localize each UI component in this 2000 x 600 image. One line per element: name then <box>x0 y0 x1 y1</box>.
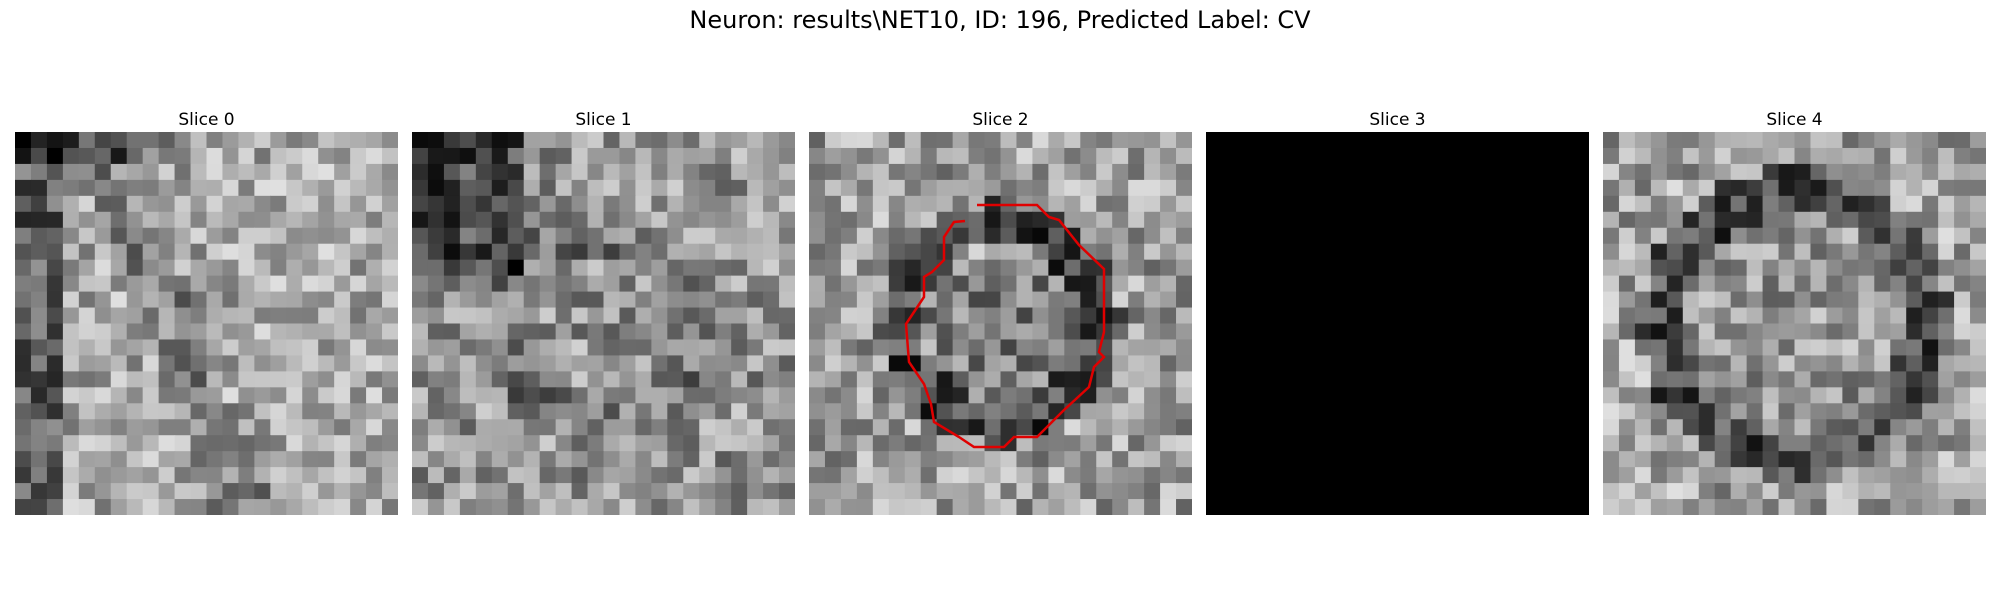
slice-panel-1: Slice 1 <box>412 108 795 515</box>
segmentation-contour <box>904 203 1106 449</box>
slice-title: Slice 3 <box>1369 110 1426 130</box>
slice-title: Slice 2 <box>972 110 1029 130</box>
slice-image <box>15 132 398 515</box>
slice-image <box>1206 132 1589 515</box>
figure-title: Neuron: results\NET10, ID: 196, Predicte… <box>689 6 1311 34</box>
slice-panel-4: Slice 4 <box>1603 108 1986 515</box>
slice-title: Slice 1 <box>575 110 632 130</box>
slice-title: Slice 4 <box>1766 110 1823 130</box>
slice-panel-0: Slice 0 <box>15 108 398 515</box>
slice-image <box>412 132 795 515</box>
slice-panel-3: Slice 3 <box>1206 108 1589 515</box>
slice-title: Slice 0 <box>178 110 235 130</box>
slice-panel-2: Slice 2 <box>809 108 1192 515</box>
slice-image <box>1603 132 1986 515</box>
slice-image <box>809 132 1192 515</box>
